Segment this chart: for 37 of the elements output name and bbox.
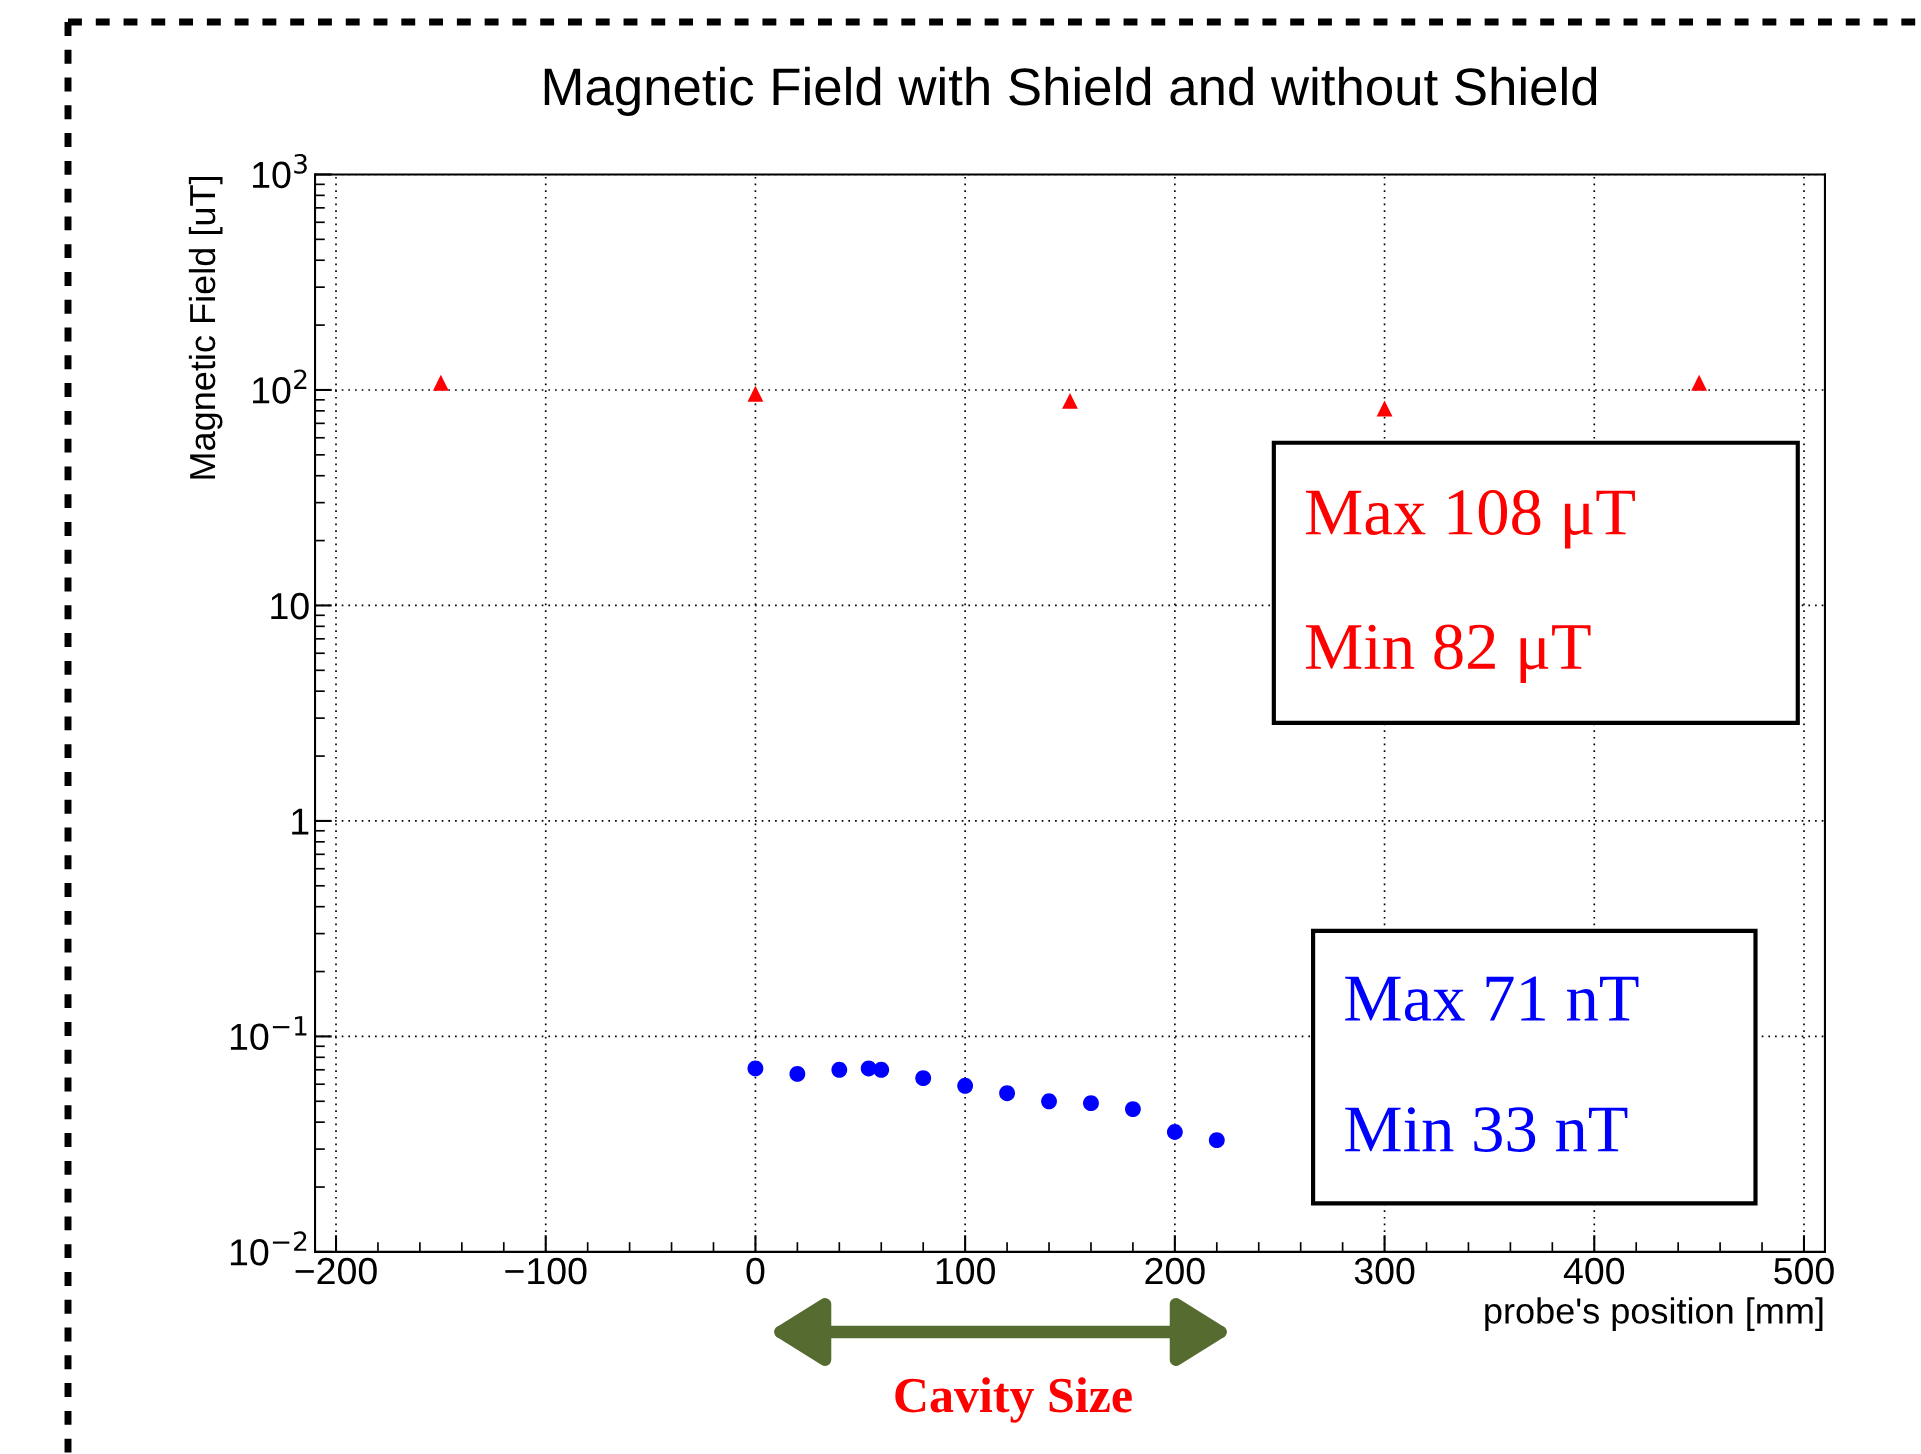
y-tick-label: 1 [292,808,309,835]
y-tick-label: 10 [271,592,309,620]
x-tick-label: 100 [936,1257,995,1285]
annotation: Min 33 nT [1345,1107,1628,1152]
y-tick-label: 10$^{2}$ [253,369,307,404]
annotation: Max 108 μT [1305,490,1635,549]
point [747,385,764,402]
point [747,1060,764,1077]
point [1166,1124,1183,1140]
y-tick-label: 10$^{−1}$ [230,1016,307,1051]
annotation: Min 82 μT [1305,624,1591,684]
point [831,1061,848,1078]
x-tick-label: 0 [746,1257,765,1285]
x-tick-label: 400 [1563,1257,1625,1285]
point [1376,400,1393,417]
x-tick-label: 500 [1774,1257,1834,1285]
x-tick-label: 300 [1354,1257,1415,1285]
y-axis-title: Magnetic Field [uT] [188,177,223,479]
point [915,1070,932,1087]
point [999,1085,1015,1102]
point [432,374,449,391]
point [1208,1132,1225,1149]
point [873,1061,890,1078]
point [1124,1101,1141,1117]
annotation: Max 71 nT [1345,976,1639,1022]
point [789,1065,806,1082]
x-axis-title: probe's position [mm] [1485,1297,1823,1331]
point [957,1077,974,1094]
point [1041,1093,1057,1110]
point [1062,392,1078,409]
x-tick-label: 200 [1145,1257,1205,1285]
point [1691,374,1708,391]
text: Cavity Size [895,1377,1132,1423]
point [1083,1095,1099,1112]
chart-title: Magnetic Field with Shield and without Shield [544,66,1597,116]
y-tick-label: 10$^{3}$ [253,153,307,189]
x-tick-label: −100 [505,1257,587,1285]
